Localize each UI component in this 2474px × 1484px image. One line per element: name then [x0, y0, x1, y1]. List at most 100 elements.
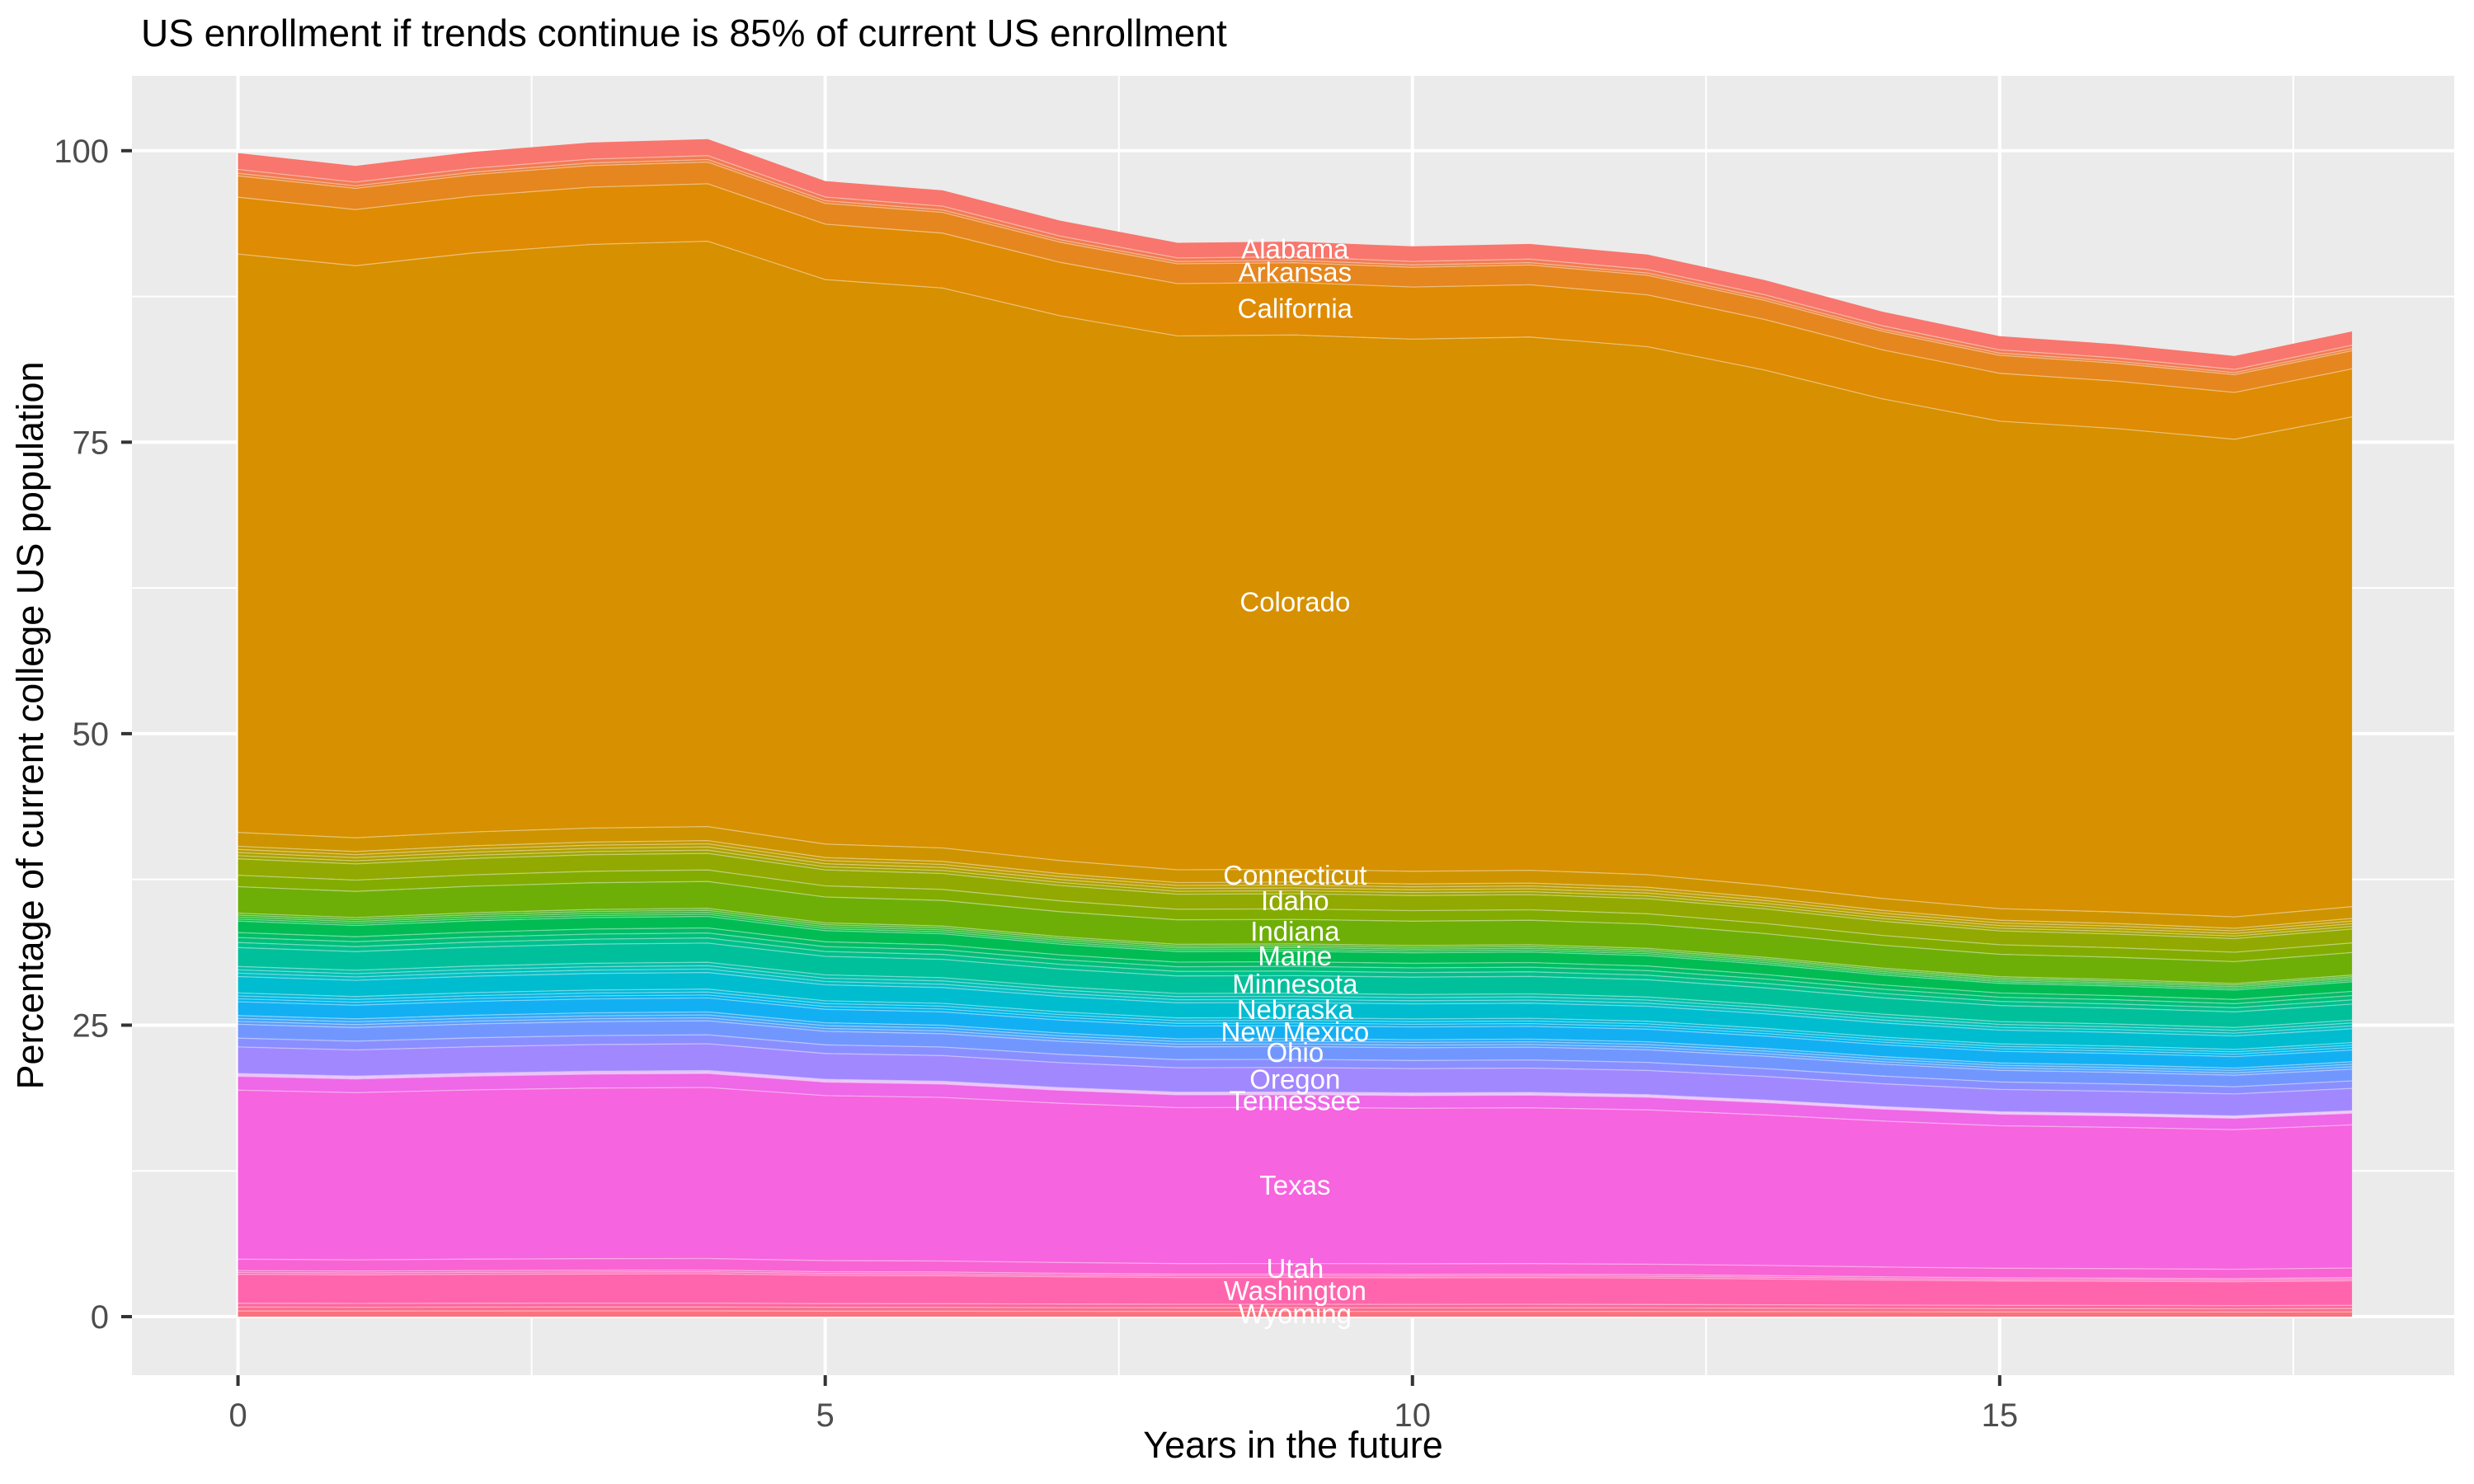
- area-texas: [238, 1087, 2353, 1270]
- state-label-oregon: Oregon: [1249, 1064, 1340, 1095]
- band-separator: [238, 881, 2353, 963]
- state-label-new-mexico: New Mexico: [1221, 1017, 1369, 1047]
- band-separator: [238, 852, 2353, 940]
- area-connecticut: [238, 826, 2353, 928]
- area-michigan: [238, 937, 2353, 1012]
- band-separator: [238, 909, 2353, 986]
- band-separator: [238, 1273, 2353, 1283]
- chart-title: US enrollment if trends continue is 85% …: [141, 12, 1227, 54]
- area-oregon: [238, 1044, 2353, 1116]
- state-label-california: California: [1238, 293, 1353, 323]
- area-indiana: [238, 881, 2353, 984]
- state-label-nebraska: Nebraska: [1237, 994, 1354, 1025]
- band-separator: [238, 971, 2353, 1037]
- band-separator: [238, 1072, 2353, 1119]
- band-separator: [238, 942, 2353, 1012]
- band-separator: [238, 839, 2353, 929]
- band-separator: [238, 915, 2353, 991]
- band-separator: [238, 932, 2353, 1004]
- y-tick-label: 100: [54, 134, 109, 170]
- band-separator: [238, 869, 2353, 953]
- area-new-hampshire: [238, 992, 2353, 1054]
- area-florida: [238, 843, 2353, 934]
- band-separator: [238, 1017, 2353, 1073]
- area-colorado: [238, 241, 2353, 918]
- state-area-bands: [238, 139, 2353, 1317]
- y-tick-label: 75: [73, 425, 110, 461]
- band-separator: [238, 1069, 2353, 1117]
- band-separator: [238, 849, 2353, 937]
- y-tick-label: 25: [73, 1007, 110, 1044]
- state-label-utah: Utah: [1266, 1253, 1324, 1284]
- area-new-york: [238, 1012, 2353, 1071]
- band-separator: [238, 846, 2353, 934]
- area-georgia: [238, 847, 2353, 937]
- band-separator: [238, 997, 2353, 1058]
- area-wisconsin: [238, 1307, 2353, 1313]
- state-label-arkansas: Arkansas: [1239, 257, 1352, 288]
- area-massachusetts: [238, 932, 2353, 1008]
- area-alabama: [238, 139, 2353, 370]
- area-oklahoma: [238, 1035, 2353, 1094]
- area-maryland: [238, 928, 2353, 1004]
- area-washington: [238, 1274, 2353, 1306]
- area-missouri: [238, 965, 2353, 1034]
- band-separator: [238, 240, 2353, 440]
- band-separator: [238, 989, 2353, 1050]
- band-separator: [238, 1269, 2353, 1280]
- band-separator: [238, 1302, 2353, 1307]
- area-california: [238, 183, 2353, 439]
- area-ohio: [238, 1021, 2353, 1087]
- state-label-wyoming: Wyoming: [1239, 1298, 1352, 1329]
- band-separator: [238, 1271, 2353, 1281]
- band-separator: [238, 961, 2353, 1028]
- area-mississippi: [238, 962, 2353, 1031]
- band-separator: [238, 1034, 2353, 1087]
- band-separator: [238, 1014, 2353, 1072]
- area-minnesota: [238, 942, 2353, 1028]
- band-separator: [238, 1087, 2353, 1130]
- band-separator: [238, 1071, 2353, 1118]
- area-idaho: [238, 853, 2353, 952]
- state-label-connecticut: Connecticut: [1223, 860, 1366, 890]
- area-nebraska: [238, 972, 2353, 1050]
- x-tick-label: 0: [228, 1397, 247, 1434]
- band-separator: [238, 908, 2353, 984]
- area-hawaii: [238, 850, 2353, 939]
- band-separator: [238, 1257, 2353, 1270]
- band-separator: [238, 968, 2353, 1034]
- area-nevada: [238, 989, 2353, 1052]
- state-label-tennessee: Tennessee: [1230, 1085, 1362, 1115]
- area-wyoming: [238, 1311, 2353, 1317]
- band-separator: [238, 994, 2353, 1055]
- band-separator: [238, 183, 2353, 393]
- x-tick-label: 5: [816, 1397, 835, 1434]
- state-label-maine: Maine: [1258, 941, 1332, 971]
- area-maine: [238, 916, 2353, 1000]
- area-virginia: [238, 1271, 2353, 1282]
- state-label-indiana: Indiana: [1250, 916, 1340, 946]
- band-separator: [238, 1043, 2353, 1095]
- area-montana: [238, 969, 2353, 1036]
- area-new-mexico: [238, 998, 2353, 1068]
- area-west-virginia: [238, 1303, 2353, 1309]
- area-arkansas: [238, 162, 2353, 392]
- band-separator: [238, 161, 2353, 376]
- band-separator: [238, 843, 2353, 932]
- band-separator: [238, 825, 2353, 918]
- band-separator: [238, 913, 2353, 989]
- state-label-minnesota: Minnesota: [1232, 969, 1358, 999]
- band-separator: [238, 991, 2353, 1053]
- band-separator: [238, 158, 2353, 373]
- band-separator: [238, 1070, 2353, 1117]
- state-label-idaho: Idaho: [1261, 885, 1329, 916]
- band-separator-lines: [238, 155, 2353, 1313]
- band-separator: [238, 1020, 2353, 1076]
- state-label-washington: Washington: [1224, 1275, 1366, 1306]
- area-utah: [238, 1258, 2353, 1279]
- axis-ticks: 0 5 10 15 0 25 50 75 100: [54, 134, 2018, 1434]
- area-north-carolina: [238, 1015, 2353, 1073]
- band-separator: [238, 911, 2353, 988]
